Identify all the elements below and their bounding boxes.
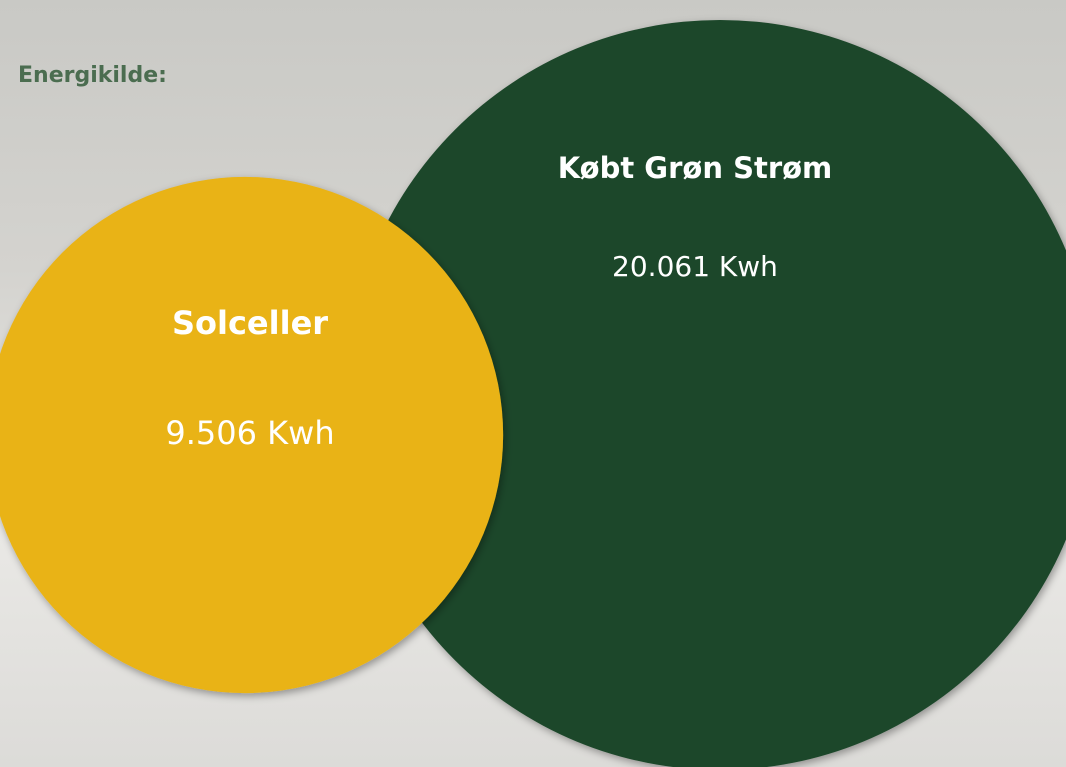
- bubbles: Købt Grøn Strøm 20.061 Kwh Solceller 9.506 …: [0, 20, 1066, 767]
- bubble-value: 20.061 Kwh: [612, 250, 778, 283]
- bubble-label: Købt Grøn Strøm: [558, 151, 833, 185]
- bubble-label: Solceller: [172, 304, 328, 342]
- chart-title: Energikilde:: [18, 63, 167, 88]
- bubble: [0, 176, 504, 694]
- bubble: [345, 20, 1066, 767]
- bubble-value: 9.506 Kwh: [165, 414, 334, 452]
